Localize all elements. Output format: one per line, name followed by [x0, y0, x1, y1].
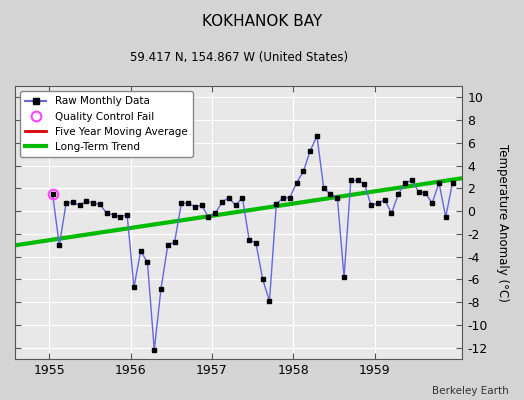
Title: 59.417 N, 154.867 W (United States): 59.417 N, 154.867 W (United States)	[129, 51, 348, 64]
Text: Berkeley Earth: Berkeley Earth	[432, 386, 508, 396]
Text: KOKHANOK BAY: KOKHANOK BAY	[202, 14, 322, 29]
Legend: Raw Monthly Data, Quality Control Fail, Five Year Moving Average, Long-Term Tren: Raw Monthly Data, Quality Control Fail, …	[20, 91, 192, 157]
Y-axis label: Temperature Anomaly (°C): Temperature Anomaly (°C)	[496, 144, 509, 302]
